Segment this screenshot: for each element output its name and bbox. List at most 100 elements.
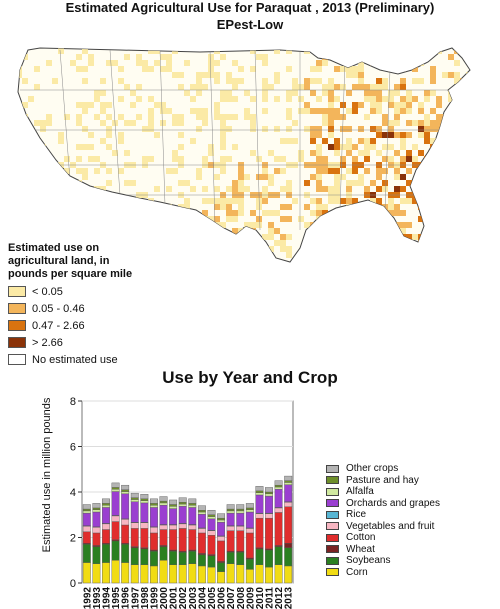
map-cell <box>148 66 154 72</box>
chart-legend-item: Rice <box>326 509 440 521</box>
map-cell <box>148 48 154 54</box>
bar-segment <box>265 491 273 495</box>
bar-segment <box>82 531 91 544</box>
map-cell <box>430 156 436 162</box>
map-cell <box>412 264 418 270</box>
map-cell <box>268 180 274 186</box>
map-cell <box>310 222 316 228</box>
map-cell <box>322 48 328 54</box>
map-cell <box>472 138 478 144</box>
bar-segment <box>245 509 254 513</box>
map-cell <box>298 108 304 114</box>
map-cell <box>424 210 430 216</box>
map-cell <box>280 246 286 252</box>
bar-segment <box>197 565 206 584</box>
map-cell <box>304 48 310 54</box>
map-cell <box>430 186 436 192</box>
map-cell <box>118 78 124 84</box>
map-cell <box>322 216 328 222</box>
map-cell <box>412 120 418 126</box>
bar-segment <box>207 509 216 515</box>
map-cell <box>262 96 268 102</box>
map-cell <box>148 210 154 216</box>
map-cell <box>442 72 448 78</box>
map-cell <box>424 162 430 168</box>
map-cell <box>376 168 382 174</box>
map-cell <box>448 72 454 78</box>
map-cell <box>376 210 382 216</box>
map-cell <box>316 168 322 174</box>
map-cell <box>316 156 322 162</box>
map-cell <box>454 60 460 66</box>
map-cell <box>286 180 292 186</box>
map-cell <box>148 126 154 132</box>
map-cell <box>364 204 370 210</box>
map-cell <box>244 258 250 262</box>
map-cell <box>106 144 112 150</box>
bar-segment <box>197 509 206 513</box>
map-cell <box>220 168 226 174</box>
map-cell <box>418 168 424 174</box>
legend-item-medium: 0.47 - 2.66 <box>8 319 208 332</box>
map-cell <box>418 126 424 132</box>
map-cell <box>406 258 412 262</box>
map-cell <box>358 240 364 246</box>
map-cell <box>412 198 418 204</box>
map-cell <box>382 78 388 84</box>
map-cell <box>454 168 460 174</box>
map-cell <box>382 258 388 262</box>
bar-segment <box>121 562 130 584</box>
map-cell <box>100 78 106 84</box>
map-cell <box>400 228 406 234</box>
map-cell <box>112 198 118 204</box>
map-cell <box>28 210 34 216</box>
map-cell <box>424 216 430 222</box>
map-cell <box>418 258 424 262</box>
map-cell <box>334 180 340 186</box>
map-cell <box>256 204 262 210</box>
map-cell <box>388 252 394 258</box>
map-cell <box>430 174 436 180</box>
bar-segment <box>130 501 139 523</box>
map-cell <box>202 114 208 120</box>
map-cell <box>454 234 460 240</box>
map-cell <box>280 186 286 192</box>
map-cell <box>274 228 280 234</box>
bar-segment <box>265 513 273 519</box>
map-cell <box>388 264 394 270</box>
map-cell <box>328 234 334 240</box>
map-cell <box>466 234 470 240</box>
map-cell <box>400 78 406 84</box>
map-cell <box>232 78 238 84</box>
map-cell <box>196 114 202 120</box>
map-cell <box>262 234 268 240</box>
map-cell <box>226 198 232 204</box>
map-cell <box>112 204 118 210</box>
map-cell <box>352 222 358 228</box>
map-cell <box>466 126 470 132</box>
chart-legend-item: Corn <box>326 567 440 579</box>
map-cell <box>430 72 436 78</box>
map-cell <box>412 66 418 72</box>
map-cell <box>280 138 286 144</box>
map-cell <box>460 240 466 246</box>
map-cell <box>46 180 52 186</box>
map-cell <box>364 144 370 150</box>
bar-segment <box>255 490 264 493</box>
x-tick-label: 2008 <box>236 587 247 609</box>
map-cell <box>292 264 298 270</box>
map-cell <box>226 126 232 132</box>
map-cell <box>142 126 148 132</box>
map-cell <box>100 120 106 126</box>
map-cell <box>382 132 388 138</box>
map-cell <box>244 234 250 240</box>
map-cell <box>436 96 442 102</box>
bar-segment <box>149 527 158 534</box>
bar-segment <box>255 564 264 584</box>
map-cell <box>394 252 400 258</box>
map-cell <box>442 156 448 162</box>
map-cell <box>214 72 220 78</box>
map-cell <box>196 168 202 174</box>
map-cell <box>430 264 436 270</box>
map-cell <box>244 114 250 120</box>
